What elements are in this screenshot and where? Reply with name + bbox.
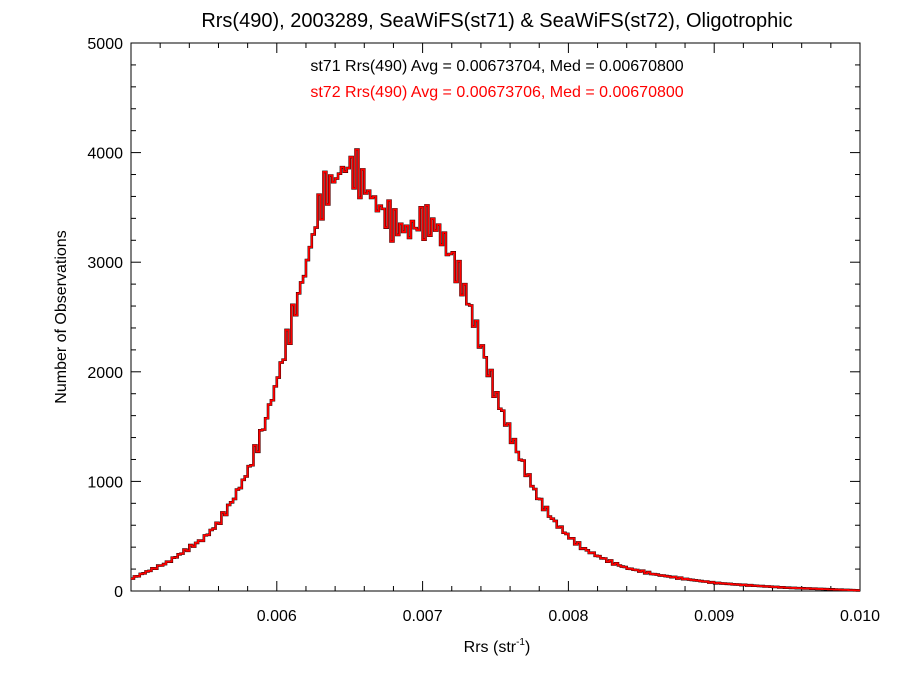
chart-title: Rrs(490), 2003289, SeaWiFS(st71) & SeaWi… <box>201 10 792 32</box>
x-axis-label-sup: -1 <box>516 637 525 648</box>
annotation-st72: st72 Rrs(490) Avg = 0.00673706, Med = 0.… <box>310 84 683 101</box>
y-tick-label: 0 <box>114 584 123 601</box>
plot-frame <box>130 42 861 592</box>
x-tick-label: 0.006 <box>257 608 297 625</box>
series-st72-line <box>131 148 860 592</box>
y-axis-ticks: 0 1000 2000 3000 4000 5000 <box>87 36 860 601</box>
series-st71-line <box>131 148 860 592</box>
x-axis-ticks: 0.006 0.007 0.008 0.009 0.010 <box>130 43 880 625</box>
x-axis-label-end: ) <box>525 639 530 656</box>
x-tick-label: 0.010 <box>840 608 880 625</box>
y-tick-label: 5000 <box>87 36 123 53</box>
x-tick-label: 0.007 <box>403 608 443 625</box>
x-tick-label: 0.008 <box>548 608 588 625</box>
y-tick-label: 1000 <box>87 474 123 491</box>
series-layer <box>131 148 860 592</box>
y-tick-label: 3000 <box>87 255 123 272</box>
x-tick-label: 0.009 <box>694 608 734 625</box>
y-axis-label: Number of Observations <box>53 230 70 403</box>
y-tick-label: 4000 <box>87 146 123 163</box>
annotation-st71: st71 Rrs(490) Avg = 0.00673704, Med = 0.… <box>310 58 683 75</box>
x-axis-label-main: Rrs (str <box>464 639 517 656</box>
y-tick-label: 2000 <box>87 365 123 382</box>
x-axis-label: Rrs (str-1) <box>464 637 531 656</box>
